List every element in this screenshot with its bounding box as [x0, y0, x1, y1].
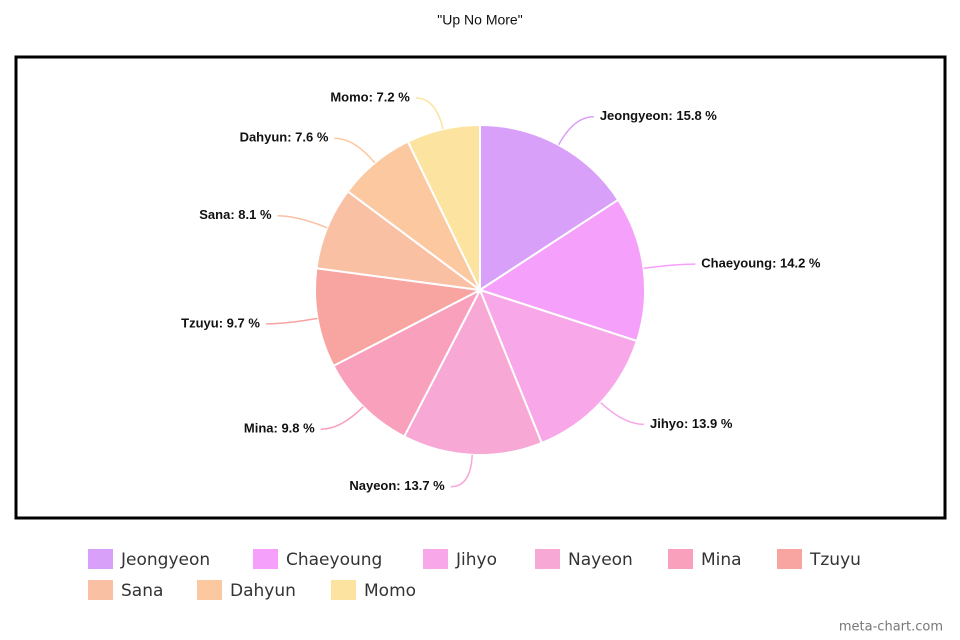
pie-slice [478, 288, 639, 445]
legend-swatch [777, 549, 802, 569]
data-label: Jihyo: 13.9 % [650, 416, 733, 431]
leader-line [277, 215, 328, 229]
leader-line [450, 454, 473, 488]
data-label: Nayeon: 13.7 % [349, 478, 445, 493]
data-label: Chaeyoung: 14.2 % [701, 256, 821, 271]
data-label: Momo: 7.2 % [330, 89, 410, 104]
legend-label: Momo [364, 581, 416, 601]
legend-swatch [253, 549, 278, 569]
plot-frame [14, 55, 947, 520]
legend-label: Chaeyoung [286, 550, 382, 570]
legend-swatch [535, 549, 560, 569]
data-label: Dahyun: 7.6 % [240, 130, 329, 145]
legend-label: Mina [701, 550, 742, 570]
legend-swatch [423, 549, 448, 569]
chart-title: "Up No More" [437, 12, 522, 28]
data-label: Tzuyu: 9.7 % [181, 315, 260, 330]
legend-label: Sana [121, 581, 163, 601]
legend-swatch [197, 580, 222, 600]
legend-label: Tzuyu [809, 550, 861, 570]
pie-slice [477, 198, 646, 343]
legend-swatch [88, 549, 113, 569]
legend-label: Dahyun [230, 581, 296, 601]
leader-line [643, 263, 696, 270]
watermark: meta-chart.com [839, 620, 943, 635]
leader-line [415, 97, 444, 130]
legend-label: Jeongyeon [120, 550, 210, 570]
legend-swatch [668, 549, 693, 569]
leader-line [600, 402, 645, 426]
legend-swatch [88, 580, 113, 600]
legend-label: Nayeon [568, 550, 633, 570]
leader-line [320, 406, 364, 431]
data-label: Jeongyeon: 15.8 % [600, 108, 717, 123]
legend-swatch [331, 580, 356, 600]
leader-line [265, 317, 318, 325]
data-label: Sana: 8.1 % [199, 207, 272, 222]
pie-slice [406, 123, 481, 291]
legend-label: Jihyo [455, 550, 497, 570]
data-label: Mina: 9.8 % [244, 421, 315, 436]
leader-line [557, 116, 594, 146]
pie-slice [479, 123, 620, 292]
leader-line [334, 137, 376, 164]
